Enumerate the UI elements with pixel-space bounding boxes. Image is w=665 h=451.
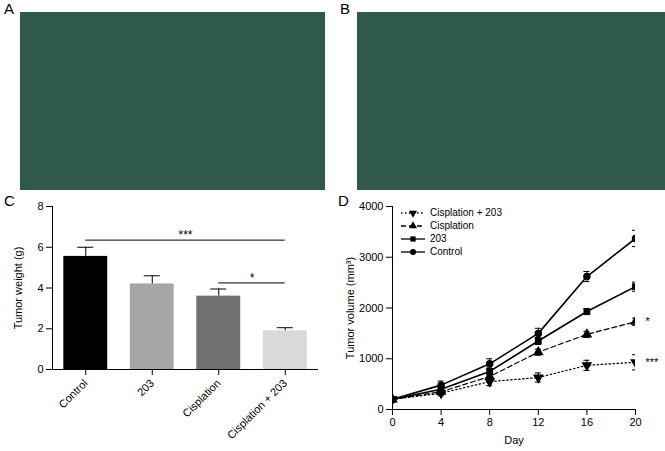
svg-text:*: *: [250, 271, 255, 285]
html-text:B: B: [340, 0, 350, 17]
svg-text:8: 8: [37, 200, 43, 212]
svg-text:2000: 2000: [359, 302, 383, 314]
svg-text:6: 6: [37, 241, 43, 253]
html-text:Control: Control: [430, 246, 463, 257]
svg-text:4: 4: [438, 416, 444, 428]
svg-text:4000: 4000: [359, 200, 383, 212]
svg-text:Cisplation: Cisplation: [180, 377, 223, 420]
svg-text:Control: Control: [56, 377, 90, 411]
svg-text:***: ***: [646, 356, 660, 368]
html-text:A: A: [4, 0, 14, 17]
svg-text:0: 0: [377, 403, 383, 415]
svg-text:20: 20: [629, 416, 641, 428]
html-text:Cisplation + 203: Cisplation + 203: [430, 207, 502, 218]
svg-text:2: 2: [37, 322, 43, 334]
html-text:Cisplation: Cisplation: [430, 220, 474, 231]
svg-text:4: 4: [37, 282, 43, 294]
svg-text:8: 8: [487, 416, 493, 428]
html-text:C: C: [4, 192, 15, 209]
svg-text:Cisplation + 203: Cisplation + 203: [225, 377, 289, 441]
html-text:203: 203: [430, 233, 447, 244]
svg-text:*: *: [646, 315, 651, 327]
html-text:D: D: [338, 192, 349, 209]
svg-text:Day: Day: [504, 434, 524, 446]
svg-text:Tumor volume (mm³): Tumor volume (mm³): [344, 257, 356, 359]
svg-text:1000: 1000: [359, 352, 383, 364]
svg-text:***: ***: [178, 228, 192, 242]
svg-text:0: 0: [389, 416, 395, 428]
svg-text:Tumor weight (g): Tumor weight (g): [12, 247, 24, 330]
svg-text:3000: 3000: [359, 251, 383, 263]
svg-text:12: 12: [532, 416, 544, 428]
svg-text:203: 203: [135, 377, 156, 398]
svg-text:0: 0: [37, 363, 43, 375]
svg-text:16: 16: [581, 416, 593, 428]
